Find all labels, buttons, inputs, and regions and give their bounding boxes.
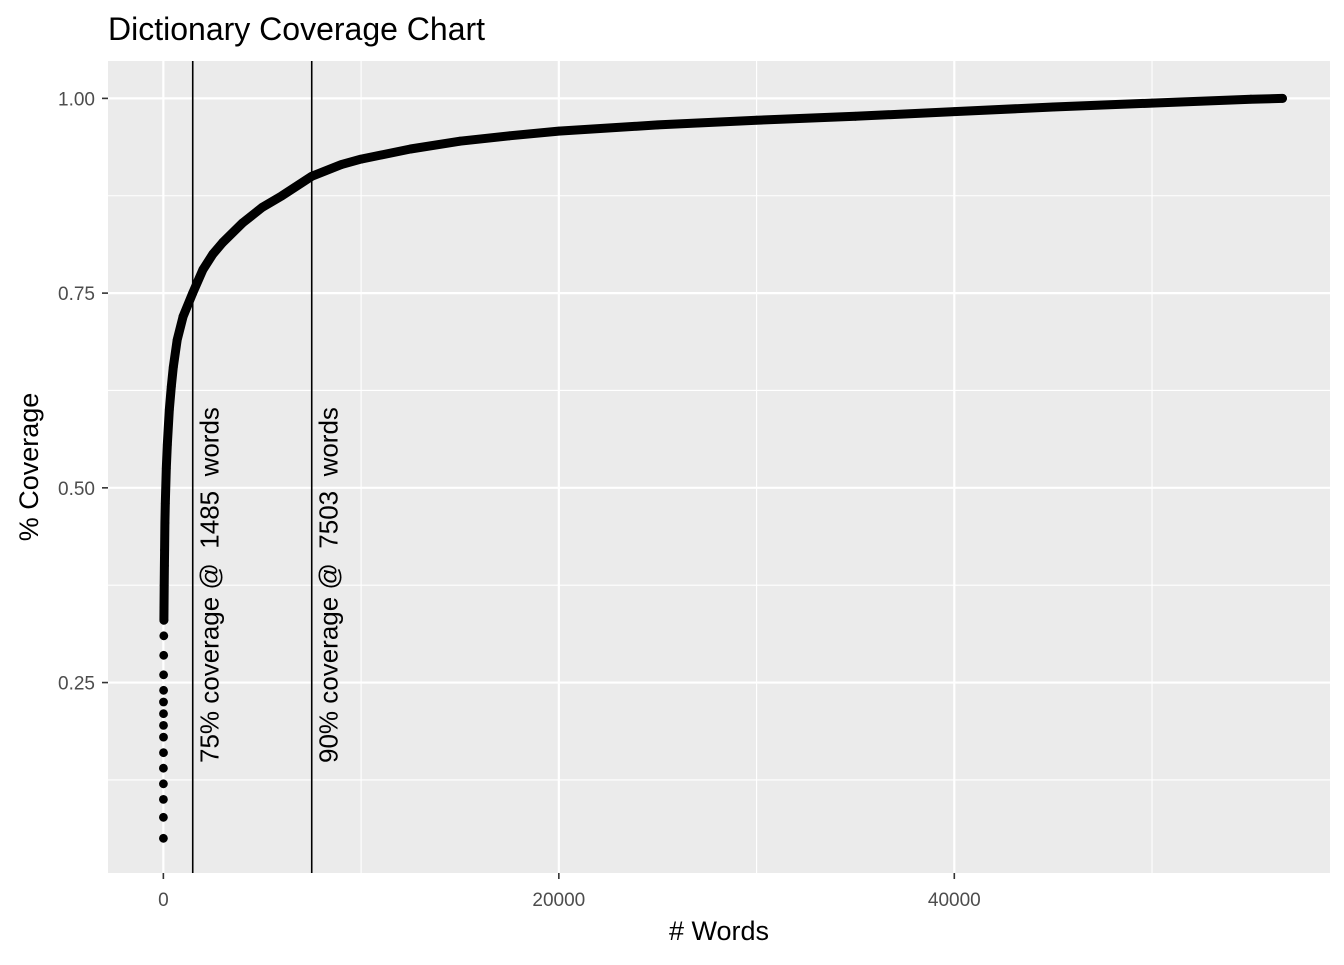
data-point <box>160 561 169 571</box>
data-point <box>505 131 514 141</box>
data-point <box>238 218 247 228</box>
reference-lines: 75% coverage @ 1485 words 90% coverage @ … <box>191 61 344 873</box>
data-point <box>752 115 761 125</box>
data-point <box>277 191 287 201</box>
data-point <box>257 203 267 212</box>
data-point <box>160 499 170 508</box>
data-point <box>159 650 169 660</box>
data-point <box>159 812 168 822</box>
data-point <box>161 464 171 473</box>
data-point <box>455 136 465 146</box>
data-point <box>336 160 346 170</box>
data-point <box>198 265 208 275</box>
data-point <box>159 697 168 707</box>
y-axis: 0.25 0.50 0.75 1.00 <box>58 89 108 695</box>
data-point <box>166 382 176 391</box>
data-point <box>172 335 182 345</box>
x-tick-label: 40000 <box>928 890 981 911</box>
coverage-label: 90% coverage @ 7503 words <box>314 407 344 763</box>
data-point <box>159 631 169 641</box>
y-tick-label: 1.00 <box>58 89 95 110</box>
data-point <box>653 120 663 130</box>
data-point <box>949 107 959 116</box>
data-point <box>159 670 169 680</box>
data-point <box>1147 98 1157 108</box>
coverage-label: 75% coverage @ 1485 words <box>195 407 225 763</box>
x-tick-label: 0 <box>158 890 169 911</box>
data-point <box>208 249 218 259</box>
x-tick-label: 20000 <box>532 890 585 911</box>
data-point <box>554 126 564 136</box>
data-point <box>159 732 168 742</box>
data-point <box>159 685 169 695</box>
data-point <box>159 779 168 789</box>
plot-panel <box>108 61 1330 873</box>
y-tick-label: 0.75 <box>58 284 95 305</box>
data-point <box>1246 94 1256 104</box>
data-point <box>160 545 170 555</box>
data-point <box>406 144 415 154</box>
data-point <box>168 362 178 372</box>
data-point <box>1278 94 1287 103</box>
data-point <box>164 405 174 415</box>
data-point <box>159 709 168 719</box>
data-point <box>356 154 366 164</box>
data-point <box>159 721 168 730</box>
data-point <box>159 580 169 590</box>
data-point <box>1048 102 1058 112</box>
data-points <box>159 93 1287 843</box>
data-point <box>851 111 860 121</box>
data-point <box>159 795 168 804</box>
data-point <box>218 238 228 247</box>
y-tick-label: 0.25 <box>58 674 95 695</box>
x-axis: 0 20000 40000 <box>158 873 981 911</box>
data-point <box>159 604 169 613</box>
y-axis-label: % Coverage <box>14 393 44 542</box>
data-point <box>159 763 168 773</box>
data-point <box>159 615 169 625</box>
data-point <box>159 833 168 843</box>
data-point <box>178 312 188 321</box>
y-tick-label: 0.50 <box>58 479 95 500</box>
x-axis-label: # Words <box>669 916 769 946</box>
data-point <box>160 518 170 528</box>
data-point <box>162 440 172 450</box>
data-point <box>159 748 168 758</box>
chart-title: Dictionary Coverage Chart <box>108 11 485 47</box>
